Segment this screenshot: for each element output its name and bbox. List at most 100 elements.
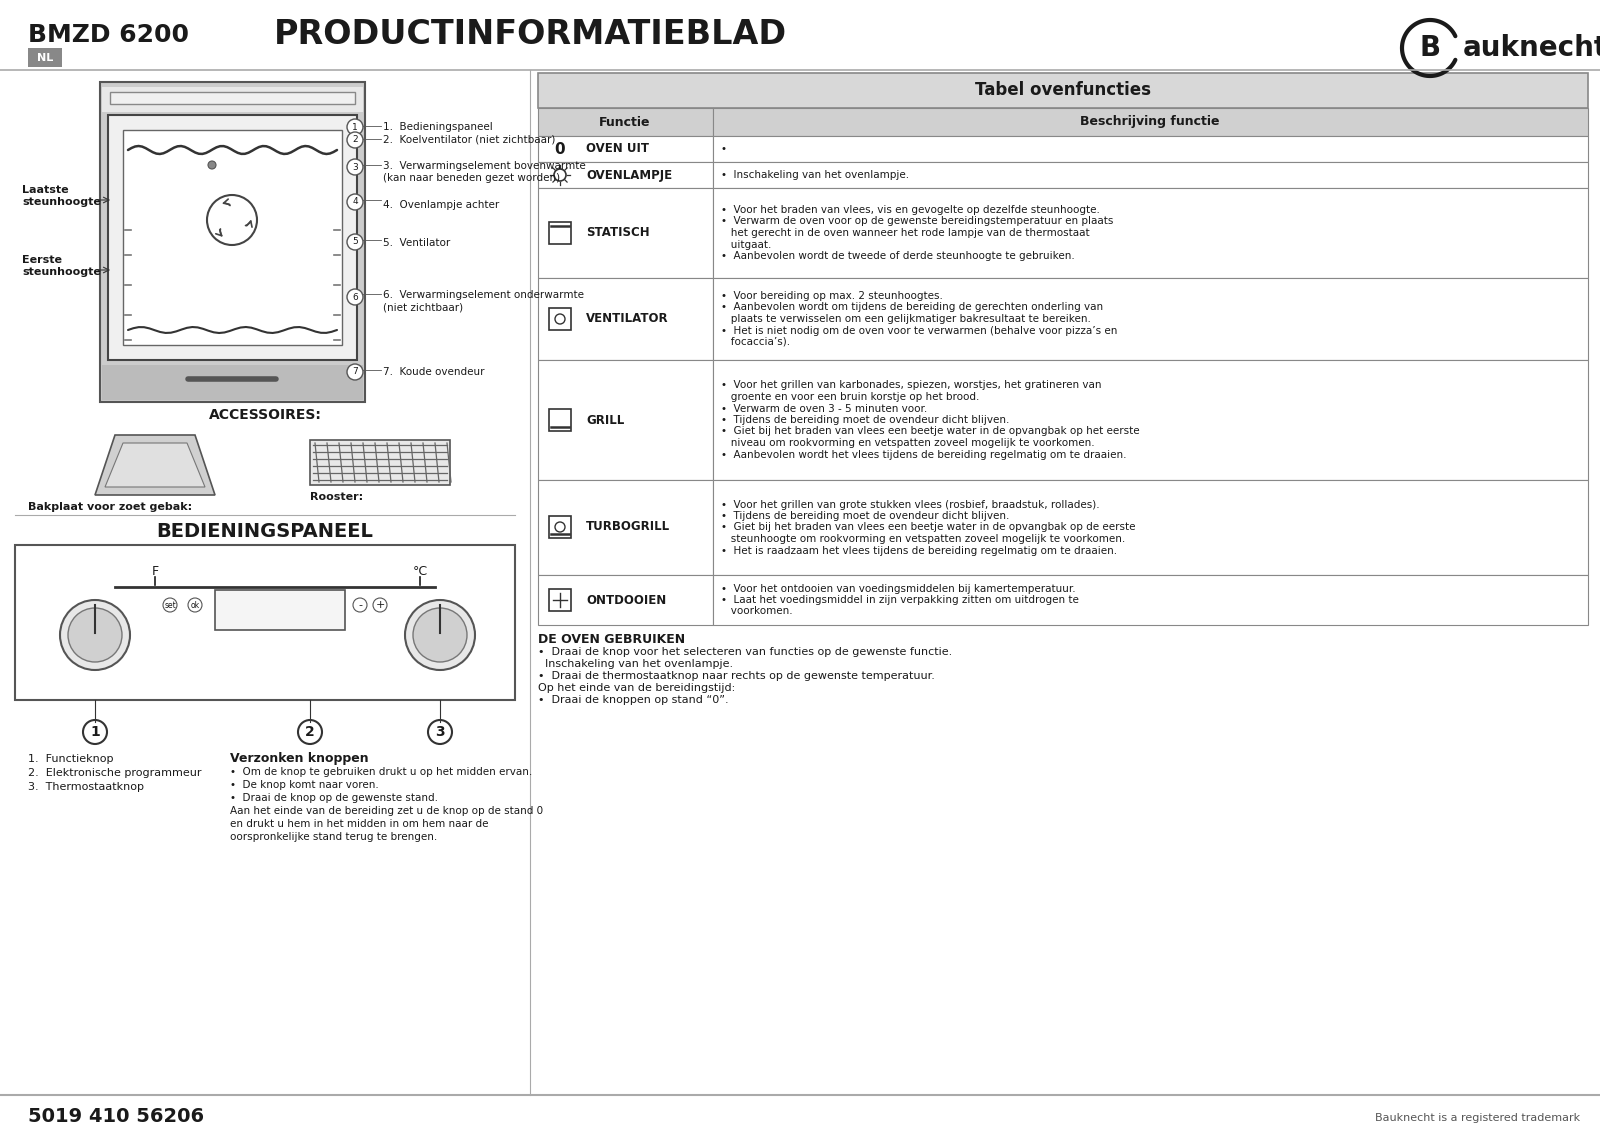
Text: 1.  Bedieningspaneel: 1. Bedieningspaneel [382, 122, 493, 132]
Circle shape [67, 609, 122, 662]
Polygon shape [106, 443, 205, 487]
Text: 5: 5 [352, 237, 358, 246]
Text: 5.  Ventilator: 5. Ventilator [382, 238, 450, 248]
Text: het gerecht in de oven wanneer het rode lampje van de thermostaat: het gerecht in de oven wanneer het rode … [722, 228, 1090, 238]
Text: •  Voor het grillen van karbonades, spiezen, worstjes, het gratineren van: • Voor het grillen van karbonades, spiez… [722, 380, 1101, 391]
FancyBboxPatch shape [714, 108, 1587, 135]
Circle shape [189, 598, 202, 612]
Text: 6.  Verwarmingselement onderwarmte
(niet zichtbaar): 6. Verwarmingselement onderwarmte (niet … [382, 290, 584, 313]
FancyBboxPatch shape [123, 130, 342, 345]
FancyBboxPatch shape [29, 49, 62, 67]
Text: 1: 1 [90, 725, 99, 739]
Text: 3: 3 [435, 725, 445, 739]
Text: 7: 7 [352, 368, 358, 376]
Text: B: B [1419, 34, 1440, 62]
Text: Rooster:: Rooster: [310, 492, 363, 502]
Circle shape [347, 119, 363, 135]
Text: Bakplaat voor zoet gebak:: Bakplaat voor zoet gebak: [29, 502, 192, 511]
Text: 0: 0 [555, 141, 565, 157]
FancyBboxPatch shape [714, 480, 1587, 575]
Text: VENTILATOR: VENTILATOR [586, 313, 669, 325]
FancyBboxPatch shape [538, 575, 714, 625]
Text: 2.  Koelventilator (niet zichtbaar): 2. Koelventilator (niet zichtbaar) [382, 135, 555, 145]
Circle shape [413, 609, 467, 662]
FancyBboxPatch shape [714, 360, 1587, 480]
FancyBboxPatch shape [714, 189, 1587, 278]
Text: BMZD 6200: BMZD 6200 [29, 23, 189, 47]
FancyBboxPatch shape [538, 161, 714, 189]
Circle shape [61, 599, 130, 669]
Text: plaats te verwisselen om een gelijkmatiger bakresultaat te bereiken.: plaats te verwisselen om een gelijkmatig… [722, 314, 1091, 324]
Text: •  Aanbevolen wordt het vlees tijdens de bereiding regelmatig om te draaien.: • Aanbevolen wordt het vlees tijdens de … [722, 449, 1126, 460]
Circle shape [347, 234, 363, 250]
FancyBboxPatch shape [14, 545, 515, 700]
Circle shape [373, 598, 387, 612]
FancyBboxPatch shape [538, 108, 714, 135]
Text: auknecht: auknecht [1462, 34, 1600, 62]
Text: set: set [165, 601, 176, 610]
Text: uitgaat.: uitgaat. [722, 239, 771, 250]
Text: ok: ok [190, 601, 200, 610]
Text: 3.  Thermostaatknop: 3. Thermostaatknop [29, 782, 144, 793]
Text: 3.  Verwarmingselement bovenwarmte
(kan naar beneden gezet worden): 3. Verwarmingselement bovenwarmte (kan n… [382, 161, 586, 183]
Text: •  Aanbevolen wordt om tijdens de bereiding de gerechten onderling van: • Aanbevolen wordt om tijdens de bereidi… [722, 303, 1102, 313]
Circle shape [298, 720, 322, 744]
Circle shape [405, 599, 475, 669]
Circle shape [163, 598, 178, 612]
Text: niveau om rookvorming en vetspatten zoveel mogelijk te voorkomen.: niveau om rookvorming en vetspatten zove… [722, 438, 1094, 448]
Circle shape [429, 720, 453, 744]
FancyBboxPatch shape [538, 189, 714, 278]
Text: •  Giet bij het braden van vlees een beetje water in de opvangbak op het eerste: • Giet bij het braden van vlees een beet… [722, 427, 1139, 437]
Text: •  Draai de knoppen op stand “0”.: • Draai de knoppen op stand “0”. [538, 695, 728, 704]
Text: Eerste
steunhoogte: Eerste steunhoogte [22, 255, 101, 277]
Text: 2: 2 [352, 135, 358, 145]
Circle shape [354, 598, 366, 612]
FancyBboxPatch shape [714, 135, 1587, 161]
Text: •  Voor het ontdooien van voedingsmiddelen bij kamertemperatuur.: • Voor het ontdooien van voedingsmiddele… [722, 584, 1075, 594]
Text: •  Giet bij het braden van vlees een beetje water in de opvangbak op de eerste: • Giet bij het braden van vlees een beet… [722, 523, 1136, 533]
Text: •  Tijdens de bereiding moet de ovendeur dicht blijven.: • Tijdens de bereiding moet de ovendeur … [722, 511, 1010, 520]
Text: +: + [376, 599, 384, 610]
Text: Bauknecht is a registered trademark: Bauknecht is a registered trademark [1374, 1113, 1581, 1123]
Text: OVENLAMPJE: OVENLAMPJE [586, 168, 672, 182]
Text: •  De knop komt naar voren.: • De knop komt naar voren. [230, 780, 379, 790]
Text: •  Verwarm de oven 3 - 5 minuten voor.: • Verwarm de oven 3 - 5 minuten voor. [722, 403, 928, 413]
Circle shape [347, 289, 363, 305]
Text: •: • [722, 145, 726, 154]
Text: •  Draai de thermostaatknop naar rechts op de gewenste temperatuur.: • Draai de thermostaatknop naar rechts o… [538, 671, 934, 681]
Text: PRODUCTINFORMATIEBLAD: PRODUCTINFORMATIEBLAD [274, 18, 787, 52]
Text: ACCESSOIRES:: ACCESSOIRES: [208, 408, 322, 422]
Circle shape [83, 720, 107, 744]
Text: DE OVEN GEBRUIKEN: DE OVEN GEBRUIKEN [538, 633, 685, 646]
Text: 2.  Elektronische programmeur: 2. Elektronische programmeur [29, 768, 202, 778]
FancyBboxPatch shape [102, 365, 363, 400]
Text: Inschakeling van het ovenlampje.: Inschakeling van het ovenlampje. [538, 659, 733, 669]
FancyBboxPatch shape [538, 135, 714, 161]
Text: ONTDOOIEN: ONTDOOIEN [586, 594, 666, 606]
Text: en drukt u hem in het midden in om hem naar de: en drukt u hem in het midden in om hem n… [230, 819, 488, 829]
FancyBboxPatch shape [310, 440, 450, 485]
Polygon shape [94, 435, 214, 495]
Text: F: F [152, 564, 158, 578]
Text: •  Het is raadzaam het vlees tijdens de bereiding regelmatig om te draaien.: • Het is raadzaam het vlees tijdens de b… [722, 545, 1117, 555]
Text: BEDIENINGSPANEEL: BEDIENINGSPANEEL [157, 522, 373, 541]
Text: •  Inschakeling van het ovenlampje.: • Inschakeling van het ovenlampje. [722, 170, 909, 180]
Text: •  Draai de knop voor het selecteren van functies op de gewenste functie.: • Draai de knop voor het selecteren van … [538, 647, 952, 657]
FancyBboxPatch shape [714, 161, 1587, 189]
Text: Op het einde van de bereidingstijd:: Op het einde van de bereidingstijd: [538, 683, 736, 693]
Text: 6: 6 [352, 292, 358, 301]
Circle shape [347, 364, 363, 380]
Text: •  Draai de knop op de gewenste stand.: • Draai de knop op de gewenste stand. [230, 793, 438, 803]
Text: Aan het einde van de bereiding zet u de knop op de stand 0: Aan het einde van de bereiding zet u de … [230, 806, 542, 816]
Text: steunhoogte om rookvorming en vetspatten zoveel mogelijk te voorkomen.: steunhoogte om rookvorming en vetspatten… [722, 534, 1125, 544]
Text: •  Voor bereiding op max. 2 steunhoogtes.: • Voor bereiding op max. 2 steunhoogtes. [722, 291, 942, 301]
FancyBboxPatch shape [538, 360, 714, 480]
Text: 2: 2 [306, 725, 315, 739]
Circle shape [347, 132, 363, 148]
Text: •  Voor het grillen van grote stukken vlees (rosbief, braadstuk, rollades).: • Voor het grillen van grote stukken vle… [722, 499, 1099, 509]
Text: 1.  Functieknop: 1. Functieknop [29, 754, 114, 764]
Text: 5019 410 56206: 5019 410 56206 [29, 1108, 205, 1126]
Text: Tabel ovenfuncties: Tabel ovenfuncties [974, 81, 1150, 99]
Text: groente en voor een bruin korstje op het brood.: groente en voor een bruin korstje op het… [722, 392, 979, 402]
Text: Laatste
steunhoogte: Laatste steunhoogte [22, 185, 101, 207]
